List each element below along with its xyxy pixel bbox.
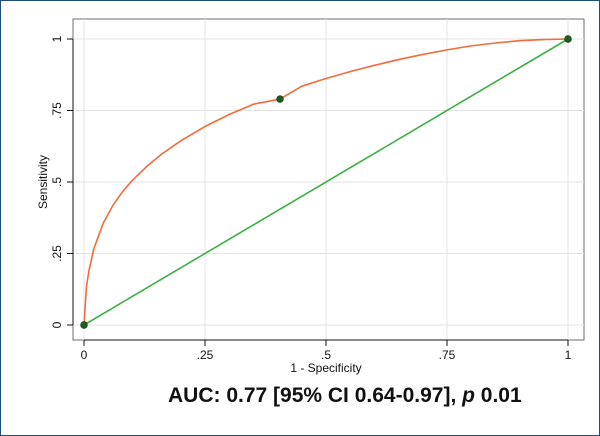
reference-line bbox=[83, 38, 569, 326]
x-tick-label: 1 bbox=[565, 348, 572, 362]
p-value: 0.01 bbox=[474, 384, 522, 407]
x-tick-label: .25 bbox=[197, 348, 214, 362]
roc-curve-line bbox=[83, 38, 569, 326]
auc-annotation: AUC: 0.77 [95% CI 0.64-0.97], p 0.01 bbox=[168, 384, 522, 408]
y-tick-label: .25 bbox=[50, 245, 64, 262]
y-axis-label: Sensitivity bbox=[36, 155, 50, 209]
x-tick-label: 0 bbox=[81, 348, 88, 362]
x-tick-label: .5 bbox=[321, 348, 331, 362]
y-tick-label: .5 bbox=[50, 177, 64, 187]
y-tick-label: 0 bbox=[50, 321, 64, 328]
points-group bbox=[80, 35, 572, 329]
y-axis: 0 .25 .5 .75 1 bbox=[50, 35, 74, 328]
x-axis: 0 .25 .5 .75 1 bbox=[81, 339, 572, 362]
p-symbol: p bbox=[462, 384, 475, 407]
auc-annotation-prefix: AUC: 0.77 [95% CI 0.64-0.97], bbox=[168, 384, 463, 407]
data-point bbox=[80, 321, 88, 329]
series-group bbox=[83, 38, 569, 326]
x-tick-label: .75 bbox=[439, 348, 456, 362]
data-point bbox=[276, 95, 284, 103]
x-axis-label: 1 - Specificity bbox=[290, 361, 361, 375]
data-point bbox=[564, 35, 572, 43]
plot-area bbox=[72, 18, 585, 341]
y-tick-label: .75 bbox=[50, 102, 64, 119]
gridlines bbox=[73, 19, 584, 340]
y-tick-label: 1 bbox=[50, 35, 64, 42]
